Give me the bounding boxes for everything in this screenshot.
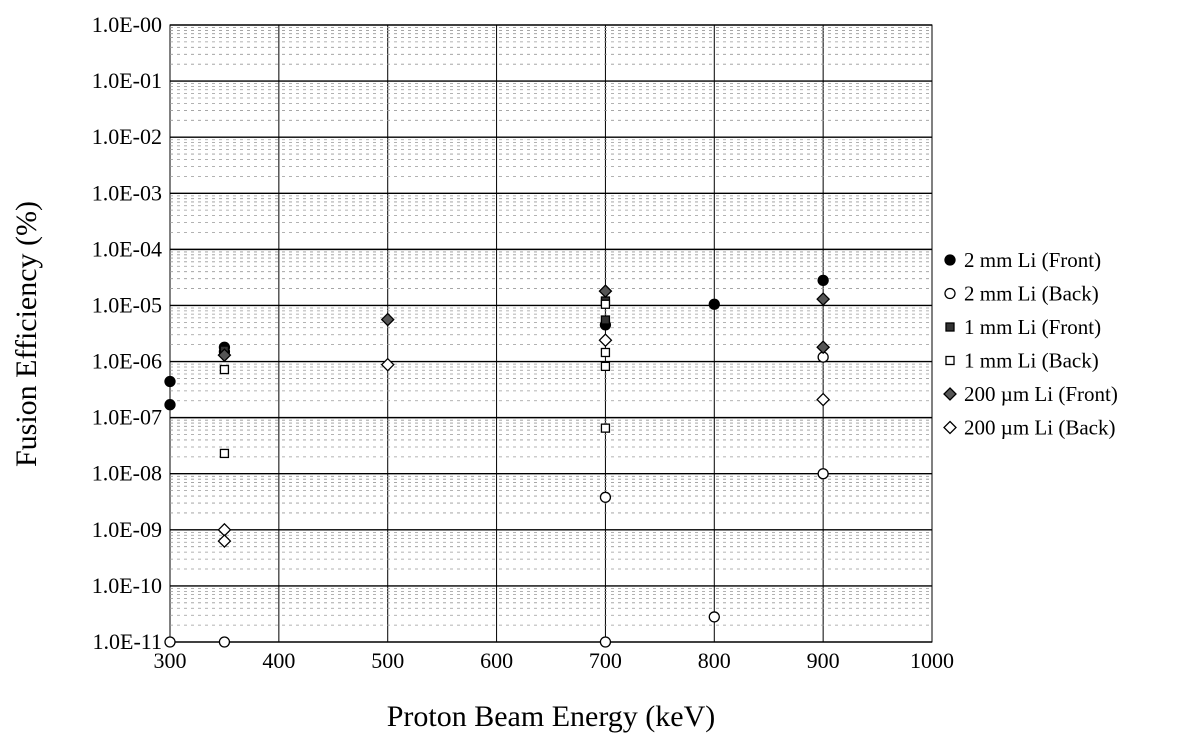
x-axis-title: Proton Beam Energy (keV) — [387, 700, 716, 733]
legend-label: 1 mm Li (Front) — [964, 315, 1101, 339]
legend-label: 200 µm Li (Back) — [964, 416, 1115, 440]
data-point — [218, 636, 231, 648]
series-1 — [164, 351, 829, 648]
y-tick-label: 1.0E-11 — [93, 629, 162, 654]
legend: 2 mm Li (Front) 2 mm Li (Back) 1 mm Li (Fr… — [943, 248, 1118, 440]
legend-label: 2 mm Li (Back) — [964, 282, 1099, 306]
x-tick-label: 300 — [154, 648, 187, 673]
x-tick-label: 700 — [589, 648, 622, 673]
data-point — [164, 636, 176, 648]
legend-marker — [944, 254, 956, 266]
data-point — [599, 636, 612, 648]
tick-labels: 300 400 500 600 700 800 900 1000 1.0E-00 1.0E-01 1… — [92, 12, 954, 673]
data-point — [600, 315, 611, 325]
legend-marker — [945, 322, 955, 332]
series-3 — [219, 299, 611, 459]
x-tick-label: 900 — [807, 648, 840, 673]
data-point — [219, 364, 230, 375]
legend-marker — [945, 355, 955, 366]
data-point — [219, 448, 230, 459]
data-point — [217, 348, 232, 363]
y-tick-label: 1.0E-10 — [92, 573, 162, 598]
x-tick-label: 400 — [262, 648, 295, 673]
y-tick-label: 1.0E-06 — [92, 349, 162, 374]
y-tick-label: 1.0E-04 — [92, 236, 162, 261]
data-point — [380, 312, 395, 327]
data-point — [817, 468, 829, 480]
series-4 — [217, 284, 831, 363]
data-point — [816, 340, 831, 355]
legend-label: 1 mm Li (Back) — [964, 349, 1099, 373]
y-tick-label: 1.0E-05 — [92, 292, 162, 317]
data-point — [708, 298, 720, 310]
y-tick-label: 1.0E-03 — [92, 180, 162, 205]
data-point — [217, 534, 232, 548]
data-point — [598, 284, 613, 299]
data-points — [164, 274, 831, 648]
legend-marker — [944, 287, 956, 300]
x-tick-label: 800 — [698, 648, 731, 673]
x-tick-label: 500 — [371, 648, 404, 673]
data-point — [600, 361, 611, 372]
y-axis-title: Fusion Efficiency (%) — [10, 201, 43, 467]
data-point — [598, 333, 613, 348]
y-tick-label: 1.0E-09 — [92, 517, 162, 542]
x-tick-label: 1000 — [910, 648, 954, 673]
data-point — [600, 347, 611, 358]
data-point — [380, 357, 395, 372]
data-point — [600, 423, 611, 433]
series-5 — [217, 333, 831, 548]
y-tick-label: 1.0E-08 — [92, 461, 162, 486]
legend-label: 2 mm Li (Front) — [964, 248, 1101, 272]
data-point — [816, 292, 831, 306]
data-point — [816, 392, 831, 407]
data-point — [599, 491, 612, 503]
data-point — [164, 399, 176, 411]
legend-marker — [943, 387, 957, 401]
data-point — [708, 611, 720, 623]
data-point — [164, 375, 176, 388]
data-point — [600, 299, 611, 309]
y-tick-label: 1.0E-01 — [92, 68, 162, 93]
x-tick-label: 600 — [480, 648, 513, 673]
plot-area — [169, 24, 933, 643]
y-tick-label: 1.0E-07 — [92, 405, 162, 430]
data-point — [817, 274, 829, 287]
grid — [169, 24, 933, 643]
legend-marker — [943, 420, 957, 435]
legend-label: 200 µm Li (Front) — [964, 382, 1118, 406]
y-tick-label: 1.0E-00 — [92, 12, 162, 37]
y-tick-label: 1.0E-02 — [92, 124, 162, 149]
